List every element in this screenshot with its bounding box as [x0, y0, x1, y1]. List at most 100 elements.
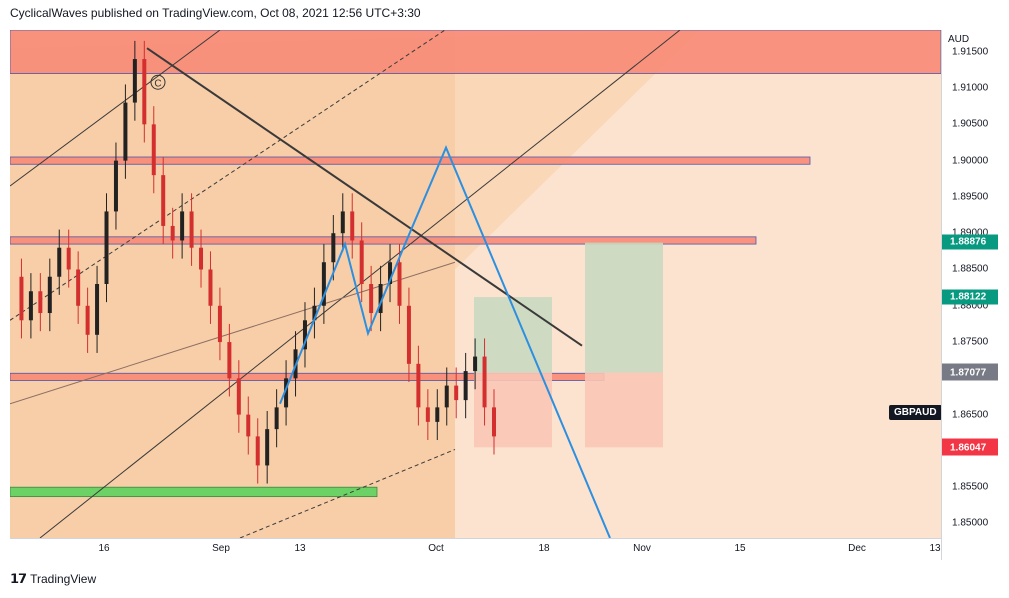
x-tick: 13	[929, 543, 941, 554]
currency-label: AUD	[948, 34, 970, 45]
candle-body	[378, 284, 383, 314]
candle-body	[302, 320, 307, 350]
candle-body	[95, 284, 100, 335]
candle-body	[350, 211, 355, 241]
publisher-text: CyclicalWaves published on TradingView.c…	[10, 6, 421, 20]
time-axis[interactable]: 16 Sep 13 Oct 18 Nov 15 Dec 13	[10, 538, 941, 561]
candle-body	[406, 305, 411, 364]
wave-label-circle	[150, 74, 166, 90]
candle-body	[388, 262, 393, 284]
y-tick: 1.90500	[952, 118, 989, 130]
channel-midline	[10, 30, 446, 321]
y-tick: 1.89500	[952, 191, 989, 203]
footer-brand[interactable]: 𝟭𝟳 TradingView	[10, 571, 96, 587]
candle-body	[492, 407, 496, 437]
candle-body	[123, 102, 128, 161]
candle-body	[444, 385, 449, 408]
x-tick: 16	[98, 543, 110, 554]
candle-body	[369, 284, 374, 314]
candle-body	[151, 124, 156, 176]
candle-body	[227, 342, 232, 379]
candle-body	[397, 262, 402, 306]
y-tick: 1.91500	[952, 46, 989, 58]
candle-body	[236, 378, 241, 415]
candle-body	[312, 305, 317, 321]
candle-body	[76, 269, 81, 306]
brand-name: TradingView	[30, 572, 97, 586]
candle-body	[217, 305, 222, 343]
x-tick: Sep	[212, 543, 230, 554]
symbol-label: GBPAUD	[889, 405, 942, 420]
candle-body	[321, 262, 326, 306]
candle-body	[38, 291, 43, 314]
candle-body	[340, 211, 345, 234]
chart-plot-area[interactable]: C	[10, 30, 941, 538]
price-label: 1.87077	[942, 365, 998, 381]
price-label: 1.86047	[942, 440, 998, 455]
candle-body	[113, 160, 118, 212]
channel-line	[10, 30, 221, 187]
y-tick: 1.86500	[952, 409, 989, 421]
candle-body	[482, 356, 487, 408]
candle-body	[255, 436, 260, 466]
candle-body	[274, 407, 279, 430]
candle-body	[416, 363, 421, 408]
wave-label: C	[154, 78, 161, 89]
stop-box	[474, 372, 552, 448]
candle-body	[132, 59, 137, 103]
channel-midline	[239, 449, 456, 538]
resistance-zone	[10, 236, 757, 245]
y-tick: 1.85500	[952, 481, 989, 493]
candle-body	[359, 240, 364, 284]
candle-body	[170, 225, 175, 241]
candle-body	[189, 211, 194, 248]
target-box	[585, 242, 663, 373]
candle-body	[473, 356, 478, 372]
candle-body	[47, 276, 52, 314]
price-axis[interactable]: AUD 1.91500 1.91000 1.90500 1.90000 1.89500 1…	[941, 30, 1002, 560]
x-tick: Nov	[633, 543, 651, 554]
y-tick: 1.89000	[952, 227, 989, 239]
downtrend-line	[146, 47, 583, 347]
candle-body	[28, 291, 33, 321]
price-label: 1.88876	[942, 234, 998, 250]
tradingview-logo-icon: 𝟭𝟳	[10, 571, 27, 586]
y-tick: 1.90000	[952, 155, 989, 167]
candle-body	[19, 276, 24, 321]
candle-body	[66, 247, 71, 270]
resistance-zone	[10, 156, 811, 165]
x-tick: Dec	[848, 543, 866, 554]
candle-body	[454, 385, 459, 401]
candle-body	[57, 247, 62, 277]
candle-body	[284, 378, 289, 408]
x-tick: 15	[734, 543, 746, 554]
candle-body	[331, 233, 336, 263]
y-tick: 1.91000	[952, 82, 989, 94]
candle-body	[463, 371, 468, 401]
x-tick: Oct	[428, 543, 444, 554]
price-chart[interactable]: C	[10, 30, 941, 538]
candle-body	[199, 247, 204, 270]
y-tick: 1.87500	[952, 336, 989, 348]
publisher-header: CyclicalWaves published on TradingView.c…	[10, 6, 421, 20]
y-tick: 1.88500	[952, 263, 989, 275]
wave-projection-line	[279, 144, 611, 538]
candle-body	[425, 407, 430, 422]
y-tick: 1.88000	[952, 300, 989, 312]
top-resistance-zone	[10, 30, 941, 74]
green-support-zone	[10, 486, 378, 498]
candle-body	[161, 175, 166, 226]
candle-body	[435, 407, 440, 422]
candle-body	[180, 211, 185, 241]
x-tick: 18	[538, 543, 550, 554]
price-label: 1.88122	[942, 289, 998, 305]
candle-body	[104, 211, 109, 284]
candle-body	[85, 305, 90, 335]
x-tick: 13	[294, 543, 306, 554]
candle-body	[142, 59, 147, 125]
y-tick: 1.85000	[952, 517, 989, 529]
stop-box	[585, 372, 663, 448]
candle-body	[208, 269, 213, 306]
candle-body	[265, 429, 270, 466]
candle-body	[246, 414, 251, 437]
